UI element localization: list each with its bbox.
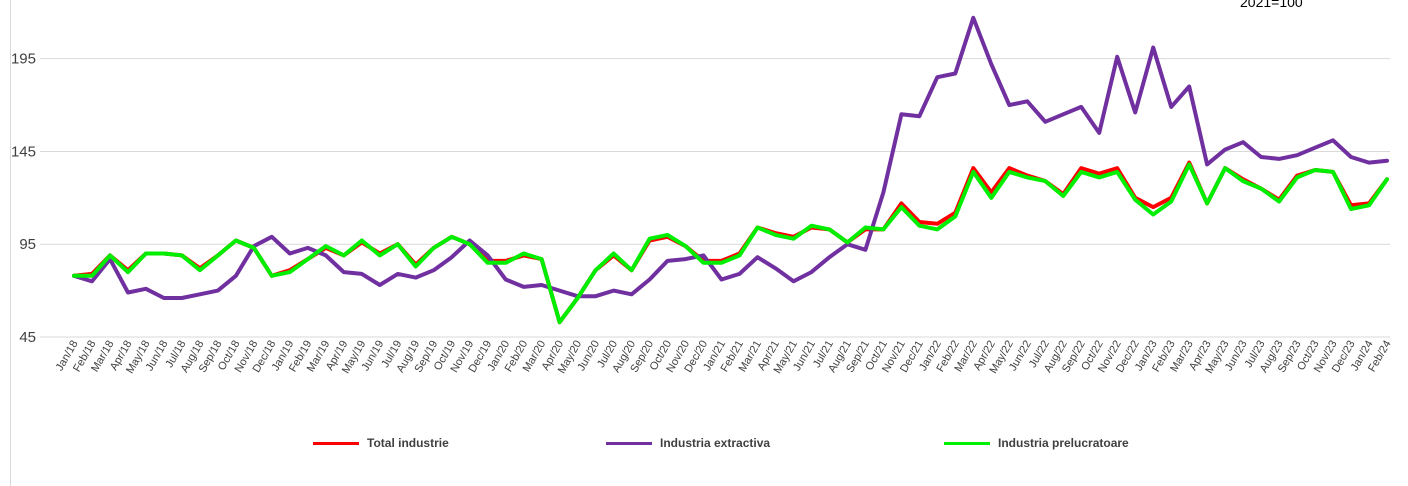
legend-swatch bbox=[606, 441, 652, 445]
legend-swatch bbox=[313, 441, 359, 445]
series-line-2 bbox=[72, 162, 1389, 325]
chart-legend: Total industrie Industria extractiva Indus… bbox=[0, 436, 1408, 456]
x-axis-tick-labels: Jan/18Feb/18Mar/18Apr/18May/18Jun/18Jul/… bbox=[54, 338, 1394, 375]
series-line-0 bbox=[72, 160, 1389, 325]
y-tick-label: 45 bbox=[19, 329, 36, 346]
legend-swatch bbox=[944, 441, 990, 445]
y-tick-label: 195 bbox=[11, 51, 36, 68]
series-line-1 bbox=[72, 15, 1389, 300]
line-chart: 45 95 145 195 Jan/18Feb/18Mar/18Apr/18May/1… bbox=[11, 15, 1394, 376]
legend-item: Industria prelucratoare bbox=[944, 436, 1129, 450]
series-lines bbox=[72, 15, 1389, 325]
y-axis-tick-labels: 45 95 145 195 bbox=[11, 51, 36, 346]
gridlines bbox=[40, 58, 1390, 338]
legend-item: Industria extractiva bbox=[606, 436, 770, 450]
index-base-label: 2021=100 bbox=[1240, 0, 1303, 10]
y-tick-label: 145 bbox=[11, 143, 36, 160]
legend-item: Total industrie bbox=[313, 436, 449, 450]
legend-label: Industria extractiva bbox=[660, 436, 771, 450]
legend-label: Total industrie bbox=[367, 436, 449, 450]
y-tick-label: 95 bbox=[19, 236, 36, 253]
legend-label: Industria prelucratoare bbox=[998, 436, 1129, 450]
chart-frame-border bbox=[10, 0, 11, 486]
